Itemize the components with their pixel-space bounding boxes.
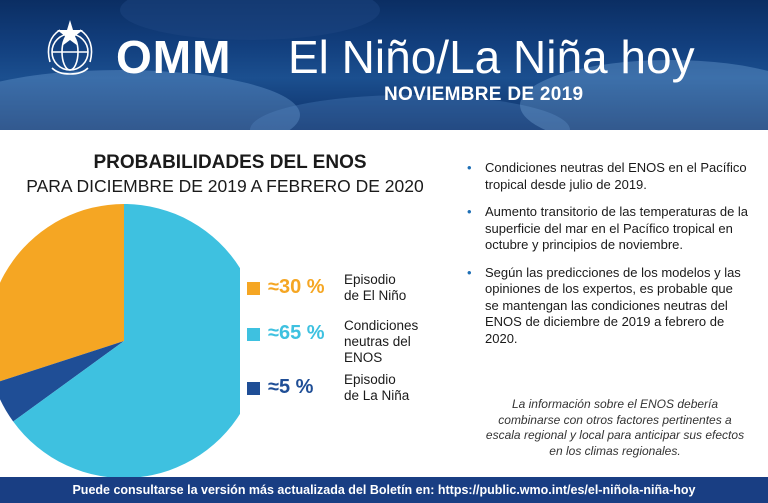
chart-title: PROBABILIDADES DEL ENOS [93, 152, 367, 173]
legend-swatch-el-nino [247, 282, 260, 295]
chart-subtitle: PARA DICIEMBRE DE 2019 A FEBRERO DE 2020 [26, 176, 424, 196]
wmo-emblem-icon[interactable] [40, 18, 100, 86]
bullet-icon: • [467, 160, 472, 175]
pie-slice-neutral [13, 204, 240, 477]
legend-label-el-nino: Episodio de El Niño [344, 272, 407, 303]
bullet-icon: • [467, 204, 472, 219]
bullet-icon: • [467, 264, 472, 280]
pie-slice-la-nina [0, 341, 124, 422]
legend-item-neutral: ≈65 % Condiciones neutras del ENOS [247, 318, 418, 366]
page-title: El Niño/La Niña hoy [288, 31, 695, 83]
org-name: OMM [116, 31, 232, 83]
legend-item-el-nino: ≈30 % Episodio de El Niño [247, 272, 406, 304]
legend-swatch-neutral [247, 328, 260, 341]
legend-value-neutral: ≈65 % [268, 322, 325, 344]
legend-label-la-nina: Episodio de La Niña [344, 372, 410, 403]
legend-swatch-la-nina [247, 382, 260, 395]
list-item: • Aumento transitorio de las temperaturas… [467, 204, 749, 252]
legend-item-la-nina: ≈5 % Episodio de La Niña [247, 372, 409, 404]
legend-value-el-nino: ≈30 % [268, 276, 325, 298]
pie-slice-el-nino [0, 204, 124, 382]
footer-link[interactable]: Puede consultarse la versión más actuali… [0, 477, 768, 503]
legend-value-la-nina: ≈5 % [268, 376, 314, 398]
header-banner: OMM El Niño/La Niña hoy NOVIEMBRE DE 201… [0, 0, 768, 130]
key-points-list: • Condiciones neutras del ENOS en el Pací… [465, 160, 750, 358]
list-item: • Condiciones neutras del ENOS en el Pací… [467, 160, 747, 192]
page-subtitle: NOVIEMBRE DE 2019 [384, 84, 584, 105]
enso-pie-chart [0, 204, 240, 477]
advisory-note: La información sobre el ENOS debería com… [485, 397, 745, 458]
list-item: • Según las predicciones de los modelos y… [467, 264, 741, 346]
legend-label-neutral: Condiciones neutras del ENOS [344, 318, 419, 365]
